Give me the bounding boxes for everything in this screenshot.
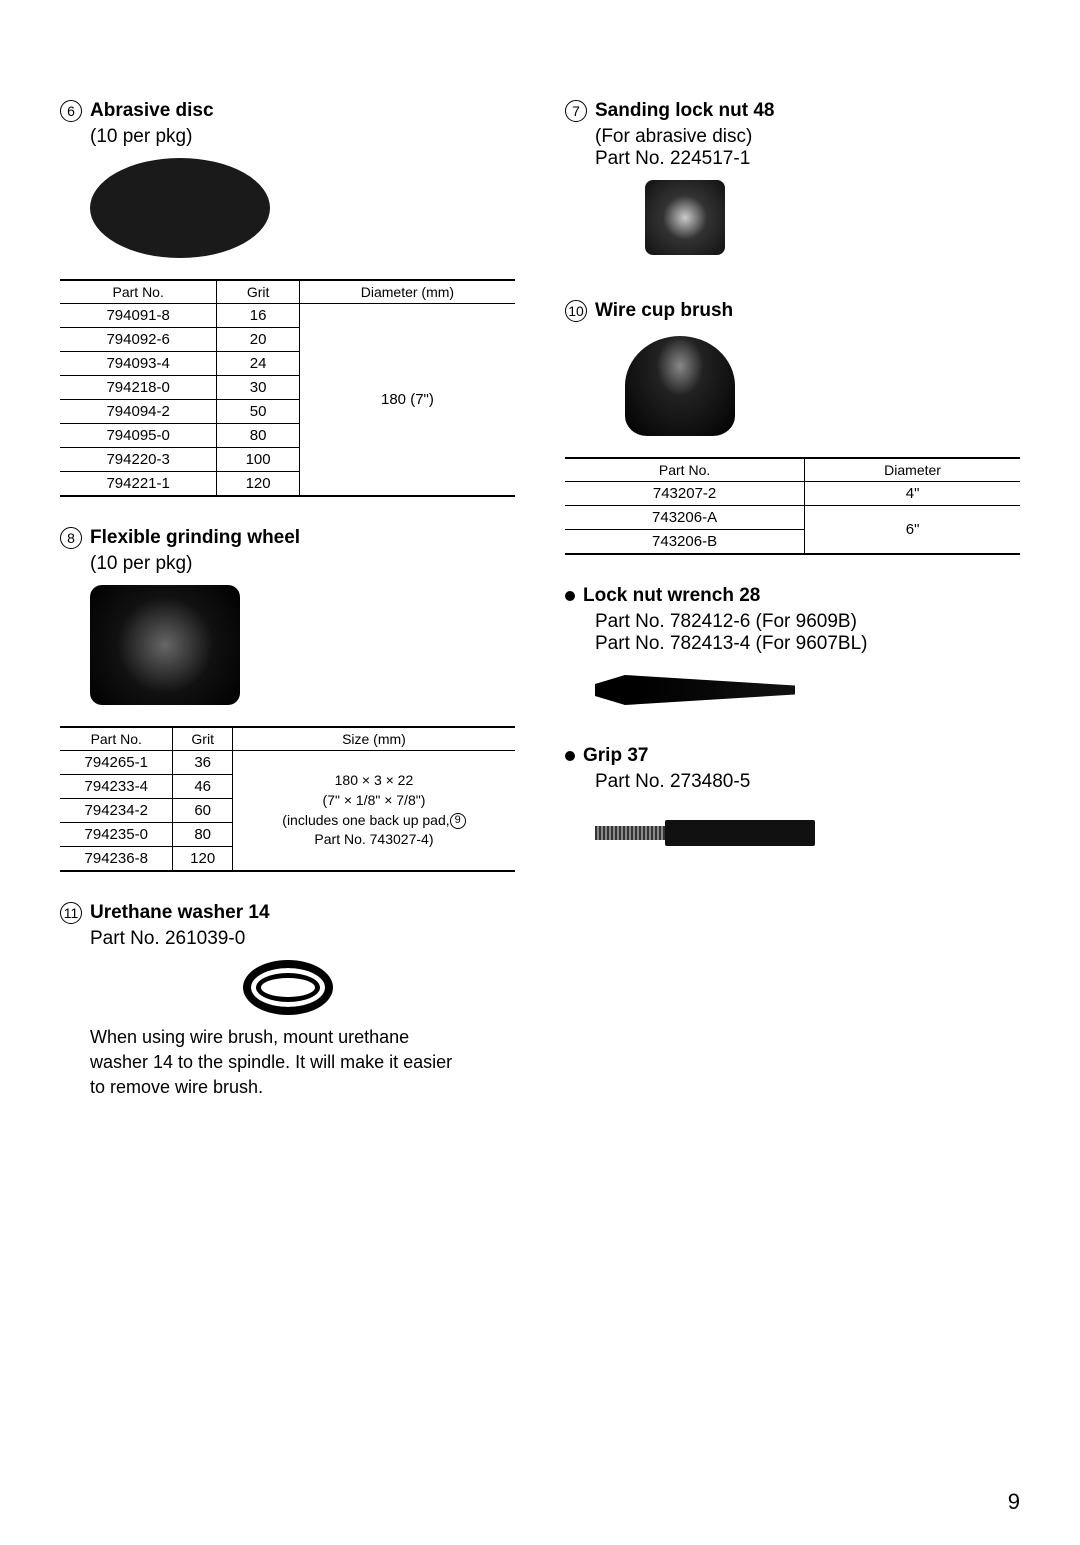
title-grip: Grip 37 <box>583 745 648 767</box>
td: 794095-0 <box>60 424 217 448</box>
td: 4" <box>805 482 1020 506</box>
td: 794220-3 <box>60 448 217 472</box>
th-diameter: Diameter <box>805 458 1020 482</box>
td-diameter: 180 (7") <box>299 304 515 497</box>
lock-nut-wrench-line2: Part No. 782413-4 (For 9607BL) <box>595 633 1020 655</box>
th-part-no: Part No. <box>60 280 217 304</box>
title-flexible-grinding: Flexible grinding wheel <box>90 527 300 549</box>
td: 6" <box>805 506 1020 555</box>
page-number: 9 <box>1008 1489 1020 1515</box>
section-abrasive-disc: 6 Abrasive disc (10 per pkg) Part No. Gr… <box>60 100 515 497</box>
td: 794218-0 <box>60 376 217 400</box>
size-line3: (includes one back up pad,9 <box>241 811 507 831</box>
marker-7: 7 <box>565 100 587 122</box>
th-diameter: Diameter (mm) <box>299 280 515 304</box>
td: 794234-2 <box>60 799 173 823</box>
sanding-lock-nut-line2: Part No. 224517-1 <box>595 148 1020 170</box>
td-size: 180 × 3 × 22 (7" × 1/8" × 7/8") (include… <box>232 751 515 872</box>
title-wire-cup-brush: Wire cup brush <box>595 300 733 322</box>
wire-cup-brush-table: Part No. Diameter 743207-24" 743206-A6" … <box>565 457 1020 555</box>
section-flexible-grinding: 8 Flexible grinding wheel (10 per pkg) P… <box>60 527 515 872</box>
grinding-wheel-image <box>90 585 240 705</box>
td: 794221-1 <box>60 472 217 497</box>
subtitle-abrasive-disc: (10 per pkg) <box>90 126 515 148</box>
sanding-lock-nut-image <box>645 180 725 255</box>
subtitle-flexible-grinding: (10 per pkg) <box>90 553 515 575</box>
td: 794235-0 <box>60 823 173 847</box>
td: 794094-2 <box>60 400 217 424</box>
td: 80 <box>217 424 300 448</box>
title-sanding-lock-nut: Sanding lock nut 48 <box>595 100 774 122</box>
td: 80 <box>173 823 232 847</box>
marker-9-inline: 9 <box>450 813 466 829</box>
marker-11: 11 <box>60 902 82 924</box>
grip-image <box>595 808 815 858</box>
section-lock-nut-wrench: Lock nut wrench 28 Part No. 782412-6 (Fo… <box>565 585 1020 705</box>
marker-6: 6 <box>60 100 82 122</box>
th-grit: Grit <box>217 280 300 304</box>
td: 50 <box>217 400 300 424</box>
td: 60 <box>173 799 232 823</box>
size-line4: Part No. 743027-4) <box>241 830 507 850</box>
urethane-washer-image <box>243 960 333 1015</box>
page-content: 6 Abrasive disc (10 per pkg) Part No. Gr… <box>60 100 1020 1131</box>
th-part-no: Part No. <box>565 458 805 482</box>
td: 30 <box>217 376 300 400</box>
size-line3-text: (includes one back up pad, <box>282 812 449 828</box>
marker-8: 8 <box>60 527 82 549</box>
bullet-icon <box>565 751 575 761</box>
td: 46 <box>173 775 232 799</box>
right-column: 7 Sanding lock nut 48 (For abrasive disc… <box>565 100 1020 1131</box>
section-urethane-washer: 11 Urethane washer 14 Part No. 261039-0 … <box>60 902 515 1101</box>
th-part-no: Part No. <box>60 727 173 751</box>
abrasive-disc-table: Part No. Grit Diameter (mm) 794091-81618… <box>60 279 515 497</box>
section-wire-cup-brush: 10 Wire cup brush Part No. Diameter 7432… <box>565 300 1020 555</box>
td: 794265-1 <box>60 751 173 775</box>
td: 743206-A <box>565 506 805 530</box>
td: 794091-8 <box>60 304 217 328</box>
title-abrasive-disc: Abrasive disc <box>90 100 214 122</box>
td: 20 <box>217 328 300 352</box>
marker-10: 10 <box>565 300 587 322</box>
grip-part: Part No. 273480-5 <box>595 771 1020 793</box>
urethane-washer-part: Part No. 261039-0 <box>90 928 515 950</box>
flexible-grinding-table: Part No. Grit Size (mm) 794265-136 180 ×… <box>60 726 515 872</box>
abrasive-disc-image <box>90 158 270 258</box>
section-sanding-lock-nut: 7 Sanding lock nut 48 (For abrasive disc… <box>565 100 1020 270</box>
section-grip: Grip 37 Part No. 273480-5 <box>565 745 1020 858</box>
title-urethane-washer: Urethane washer 14 <box>90 902 270 924</box>
td: 743206-B <box>565 530 805 555</box>
td: 100 <box>217 448 300 472</box>
td: 16 <box>217 304 300 328</box>
sanding-lock-nut-line1: (For abrasive disc) <box>595 126 1020 148</box>
title-lock-nut-wrench: Lock nut wrench 28 <box>583 585 760 607</box>
lock-nut-wrench-line1: Part No. 782412-6 (For 9609B) <box>595 611 1020 633</box>
td: 794233-4 <box>60 775 173 799</box>
td: 36 <box>173 751 232 775</box>
urethane-washer-note: When using wire brush, mount urethane wa… <box>90 1025 470 1101</box>
bullet-icon <box>565 591 575 601</box>
wire-cup-brush-image <box>625 336 735 436</box>
td: 24 <box>217 352 300 376</box>
td: 120 <box>217 472 300 497</box>
th-grit: Grit <box>173 727 232 751</box>
left-column: 6 Abrasive disc (10 per pkg) Part No. Gr… <box>60 100 515 1131</box>
td: 743207-2 <box>565 482 805 506</box>
size-line2: (7" × 1/8" × 7/8") <box>241 791 507 811</box>
td: 120 <box>173 847 232 872</box>
size-line1: 180 × 3 × 22 <box>241 771 507 791</box>
td: 794236-8 <box>60 847 173 872</box>
th-size: Size (mm) <box>232 727 515 751</box>
wrench-image <box>595 675 795 705</box>
td: 794093-4 <box>60 352 217 376</box>
td: 794092-6 <box>60 328 217 352</box>
